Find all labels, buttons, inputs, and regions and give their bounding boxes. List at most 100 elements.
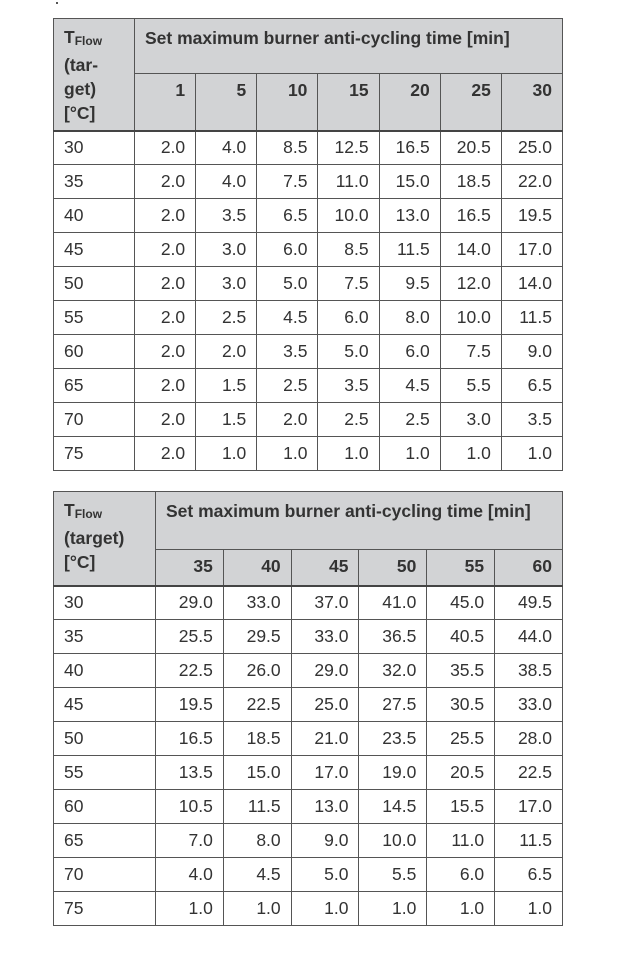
table-cell: 30.5 (426, 687, 496, 722)
header-row: TFlow (tar-get) [°C] Set maximum burner ant… (53, 18, 563, 131)
table-cell: 1.0 (317, 436, 380, 471)
table-cell: 12.0 (439, 266, 502, 301)
table-cell: 3.0 (439, 402, 502, 437)
table-cell: 2.5 (378, 402, 441, 437)
row-header: 30 (53, 584, 156, 620)
table-cell: 19.5 (500, 198, 564, 233)
table-cell: 10.0 (358, 823, 428, 858)
table-row: 75 2.0 1.0 1.0 1.0 1.0 1.0 1.0 (53, 436, 564, 471)
subscript: Flow (74, 34, 103, 48)
table-cell: 8.0 (378, 300, 441, 335)
row-header: 40 (53, 653, 156, 688)
table-cell: 4.0 (155, 857, 224, 892)
table-cell: 22.5 (222, 687, 292, 722)
table-cell: 44.0 (494, 619, 563, 654)
column-header-row: 35 40 45 50 55 60 (54, 549, 563, 586)
column-header: 30 (500, 73, 564, 131)
table-cell: 3.5 (195, 198, 258, 233)
row-header: 50 (53, 721, 156, 756)
table-row: 45 2.0 3.0 6.0 8.5 11.5 14.0 17.0 (53, 232, 564, 267)
table-cell: 2.0 (133, 232, 197, 267)
table-cell: 5.0 (290, 857, 360, 892)
row-header: 45 (53, 687, 156, 722)
table-cell: 45.0 (426, 584, 496, 620)
row-header: 70 (53, 857, 156, 892)
header-line: [°C] (64, 552, 96, 572)
table-row: 60 2.0 2.0 3.5 5.0 6.0 7.5 9.0 (53, 334, 564, 369)
table-cell: 10.0 (439, 300, 502, 335)
table-row: 30 29.0 33.0 37.0 41.0 45.0 49.5 (53, 584, 563, 620)
table-cell: 13.5 (155, 755, 224, 790)
table-cell: 23.5 (358, 721, 428, 756)
row-header: 65 (53, 823, 156, 858)
table-cell: 4.5 (378, 368, 441, 403)
column-header: 15 (317, 73, 380, 131)
table-cell: 2.0 (133, 300, 197, 335)
table-cell: 13.0 (290, 789, 360, 824)
table-cell: 5.0 (256, 266, 319, 301)
table-cell: 15.0 (222, 755, 292, 790)
row-header: 65 (53, 368, 135, 403)
table-cell: 15.5 (426, 789, 496, 824)
table-cell: 32.0 (358, 653, 428, 688)
flow-temp-header: TFlow (tar-get) [°C] (53, 18, 135, 131)
table-cell: 11.5 (500, 300, 564, 335)
column-header: 10 (256, 73, 319, 131)
row-header: 75 (53, 436, 135, 471)
table-cell: 16.5 (439, 198, 502, 233)
subscript: Flow (74, 507, 103, 521)
table-cell: 5.5 (439, 368, 502, 403)
table-cell: 6.0 (378, 334, 441, 369)
table-cell: 1.0 (290, 891, 360, 926)
table-cell: 1.5 (195, 402, 258, 437)
table-cell: 1.0 (500, 436, 564, 471)
table-cell: 11.5 (222, 789, 292, 824)
table-cell: 14.0 (439, 232, 502, 267)
column-header: 35 (155, 549, 224, 586)
table-cell: 1.0 (222, 891, 292, 926)
table-cell: 15.0 (378, 164, 441, 199)
table-cell: 11.0 (426, 823, 496, 858)
table-cell: 2.0 (133, 266, 197, 301)
anti-cycling-table-2: TFlow (target) [°C] Set maximum burner anti… (53, 491, 563, 926)
table-cell: 2.0 (133, 368, 197, 403)
table-cell: 22.5 (494, 755, 563, 790)
table-cell: 7.5 (256, 164, 319, 199)
table-cell: 29.0 (155, 584, 224, 620)
row-header: 75 (53, 891, 156, 926)
table-cell: 7.0 (155, 823, 224, 858)
table-cell: 49.5 (494, 584, 563, 620)
table-cell: 4.5 (256, 300, 319, 335)
table-cell: 6.0 (317, 300, 380, 335)
table-cell: 1.0 (358, 891, 428, 926)
table-cell: 2.0 (133, 402, 197, 437)
table-row: 50 16.5 18.5 21.0 23.5 25.5 28.0 (53, 721, 563, 756)
table-cell: 16.5 (378, 129, 441, 165)
table-cell: 13.0 (378, 198, 441, 233)
row-header: 35 (53, 619, 156, 654)
table-cell: 29.0 (290, 653, 360, 688)
table-cell: 10.5 (155, 789, 224, 824)
table-cell: 5.0 (317, 334, 380, 369)
row-header: 40 (53, 198, 135, 233)
table-cell: 36.5 (358, 619, 428, 654)
table-cell: 11.5 (494, 823, 563, 858)
symbol: T (64, 500, 75, 520)
table-cell: 4.0 (195, 164, 258, 199)
header-line: [°C] (64, 103, 96, 123)
column-header: 1 (133, 73, 197, 131)
table-cell: 14.0 (500, 266, 564, 301)
table-row: 45 19.5 22.5 25.0 27.5 30.5 33.0 (53, 687, 563, 722)
table-cell: 2.0 (133, 164, 197, 199)
row-header: 70 (53, 402, 135, 437)
table-cell: 25.5 (426, 721, 496, 756)
table-cell: 7.5 (439, 334, 502, 369)
row-header: 60 (53, 789, 156, 824)
table-cell: 10.0 (317, 198, 380, 233)
table-cell: 21.0 (290, 721, 360, 756)
column-header: 50 (358, 549, 428, 586)
table-row: 50 2.0 3.0 5.0 7.5 9.5 12.0 14.0 (53, 266, 564, 301)
table-title: Set maximum burner anti-cycling time [mi… (155, 491, 563, 550)
table-cell: 1.0 (256, 436, 319, 471)
table-cell: 28.0 (494, 721, 563, 756)
